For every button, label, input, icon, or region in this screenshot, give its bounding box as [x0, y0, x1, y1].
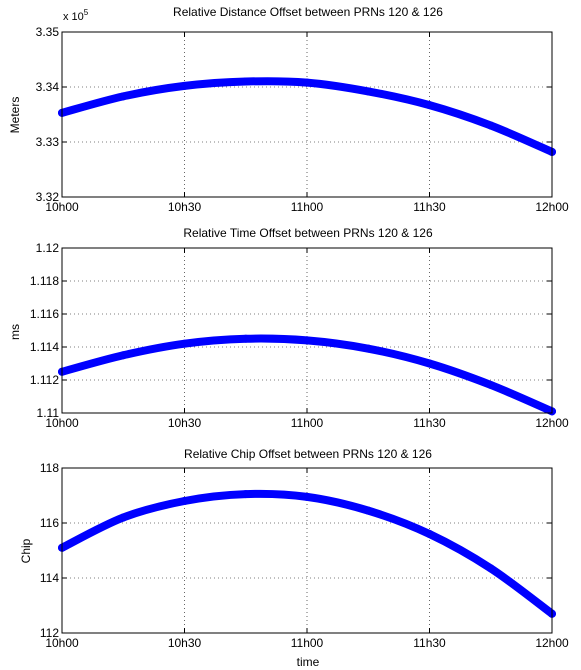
data-series	[58, 77, 556, 156]
x-tick-label: 10h30	[168, 416, 202, 430]
x-tick-label: 12h00	[535, 416, 569, 430]
series-point	[119, 513, 128, 522]
x-axis-label: time	[297, 655, 320, 669]
y-tick-label: 1.12	[36, 241, 60, 255]
x-tick-label: 11h30	[413, 200, 446, 214]
tick-marks	[61, 31, 553, 198]
series-point	[486, 121, 495, 130]
series-point	[425, 530, 434, 538]
x-tick-label: 10h00	[45, 416, 79, 430]
y-tick-label: 3.35	[36, 25, 60, 39]
y-tick-label: 1.112	[30, 373, 59, 387]
series-point	[241, 490, 250, 499]
series-point	[364, 87, 373, 96]
series-point	[241, 77, 250, 86]
panel-chip: Relative Chip Offset between PRNs 120 & …	[19, 447, 569, 669]
series-point	[425, 359, 434, 368]
x-tick-label: 11h30	[413, 636, 446, 650]
grid-lines	[62, 468, 552, 633]
series-point	[364, 344, 373, 353]
x-tick-label: 10h30	[168, 200, 202, 214]
data-series	[58, 489, 556, 618]
y-tick-label: 1.118	[30, 274, 59, 288]
x-tick-label: 10h00	[45, 200, 79, 214]
x-tick-labels: 10h00 10h30 11h00 11h30 12h00	[45, 636, 569, 650]
y-tick-label: 3.33	[36, 135, 60, 149]
x-tick-label: 11h00	[291, 200, 324, 214]
x-tick-label: 11h00	[291, 416, 324, 430]
tick-marks	[61, 467, 553, 634]
series-point	[180, 497, 189, 505]
y-tick-labels: 112 114 116 118	[40, 461, 59, 640]
x-tick-label: 12h00	[535, 200, 569, 214]
x-tick-label: 10h00	[45, 636, 79, 650]
series-point	[486, 564, 495, 573]
series-point	[180, 81, 189, 90]
y-tick-labels: 3.32 3.33 3.34 3.35	[36, 25, 60, 204]
x-tick-label: 12h00	[535, 636, 569, 650]
y-tick-label: 114	[40, 571, 59, 585]
grid-lines	[62, 32, 552, 197]
y-axis-label: ms	[8, 324, 22, 340]
x-tick-label: 11h30	[413, 416, 446, 430]
x-tick-labels: 10h00 10h30 11h00 11h30 12h00	[45, 416, 569, 430]
y-tick-labels: 1.11 1.112 1.114 1.116 1.118 1.12	[30, 241, 59, 420]
series-point	[119, 92, 128, 101]
y-tick-label: 112	[40, 626, 59, 640]
y-axis-label: Chip	[19, 538, 33, 563]
series-point	[241, 334, 250, 343]
y-tick-label: 3.32	[36, 190, 60, 204]
series-point	[364, 506, 373, 515]
series-point	[303, 336, 311, 345]
y-axis-exponent: x 105	[63, 8, 89, 23]
plot-area	[62, 248, 552, 413]
chart-title: Relative Time Offset between PRNs 120 & …	[183, 226, 433, 240]
series-point	[303, 78, 311, 87]
y-tick-label: 1.116	[30, 307, 59, 321]
series-point	[119, 351, 128, 360]
y-tick-label: 1.114	[30, 340, 59, 354]
panel-time: Relative Time Offset between PRNs 120 & …	[8, 226, 569, 430]
y-tick-label: 118	[40, 461, 59, 475]
series-point	[486, 380, 495, 389]
series-point	[303, 492, 311, 501]
y-tick-label: 3.34	[36, 80, 60, 94]
panel-distance: Relative Distance Offset between PRNs 12…	[8, 5, 569, 214]
y-tick-label: 116	[40, 516, 59, 530]
tick-marks	[61, 247, 553, 414]
data-series	[58, 334, 556, 416]
series-point	[180, 339, 189, 348]
y-tick-label: 1.11	[37, 406, 60, 420]
chart-title: Relative Chip Offset between PRNs 120 & …	[184, 447, 432, 461]
x-tick-label: 11h00	[291, 636, 324, 650]
x-tick-labels: 10h00 10h30 11h00 11h30 12h00	[45, 200, 569, 214]
chart-title: Relative Distance Offset between PRNs 12…	[173, 5, 443, 19]
y-axis-label: Meters	[8, 97, 22, 134]
series-point	[425, 101, 434, 110]
x-tick-label: 10h30	[168, 636, 202, 650]
